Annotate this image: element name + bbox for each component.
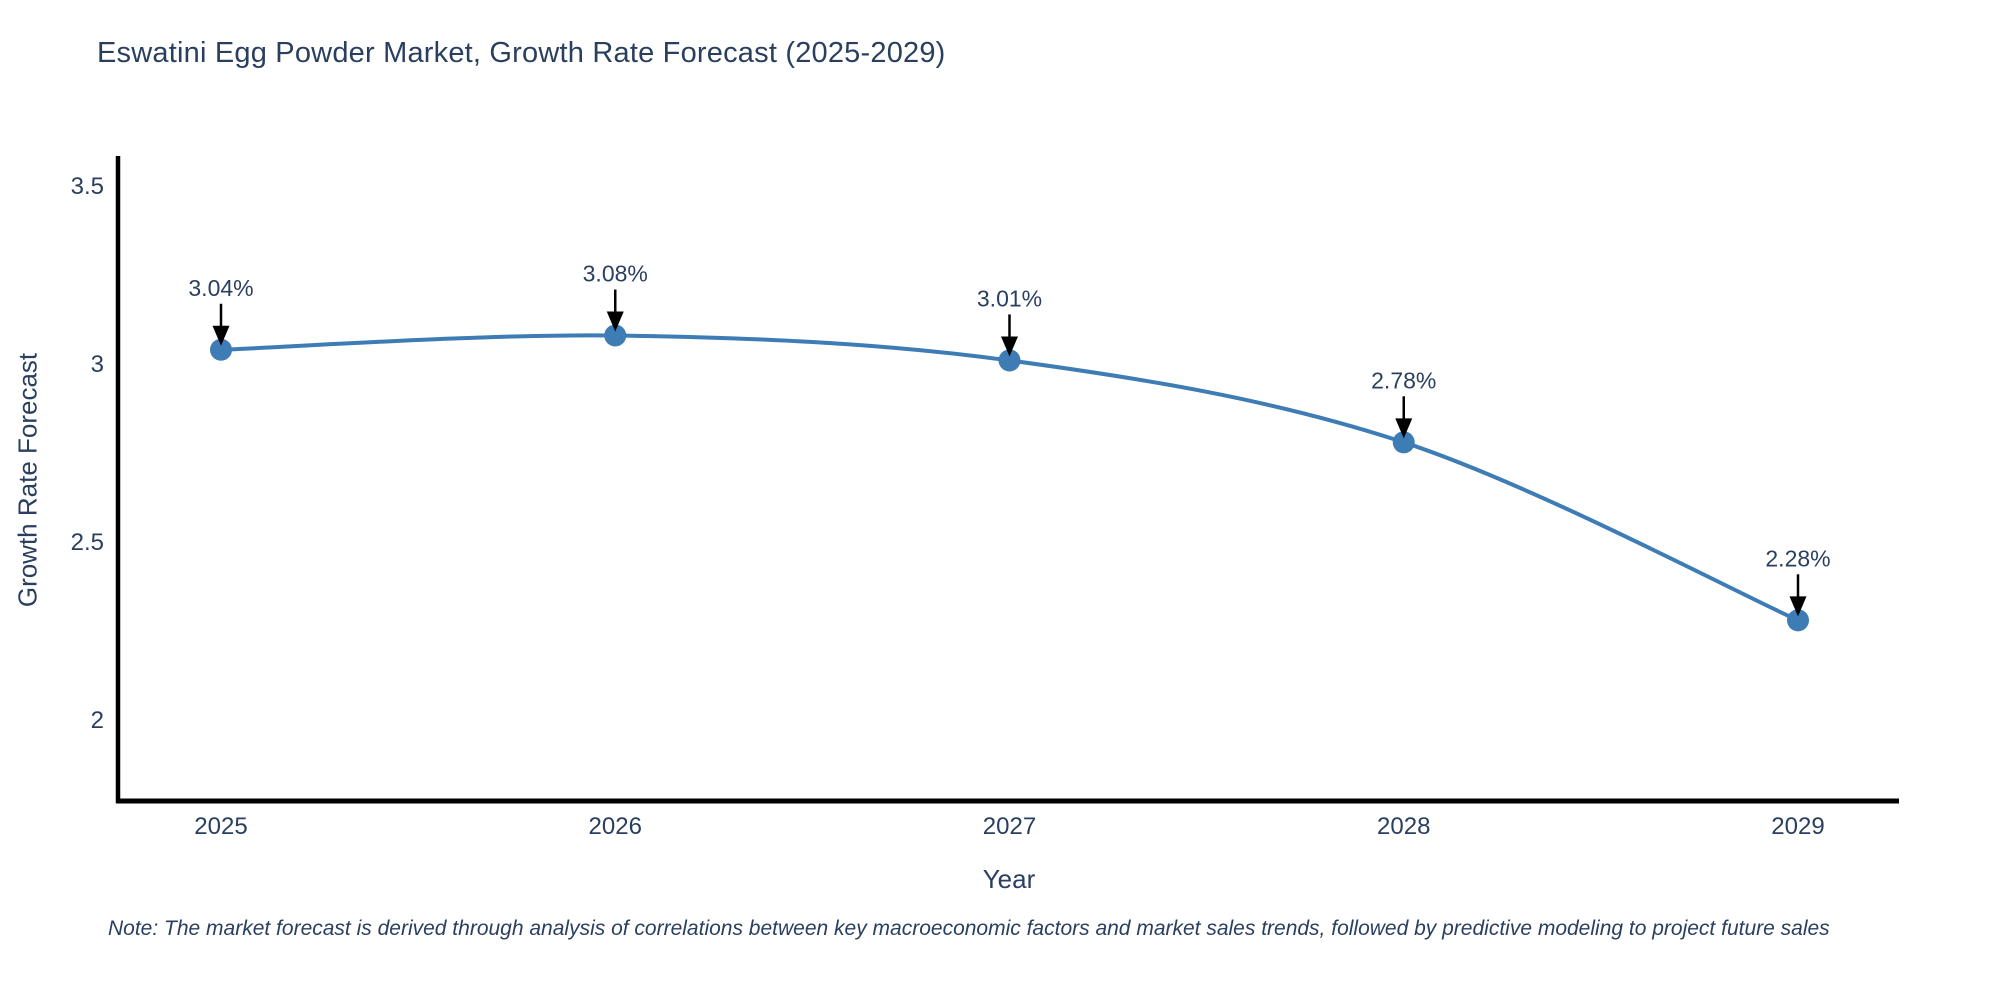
data-point-marker	[1392, 431, 1415, 454]
annotation-arrowhead	[1789, 596, 1807, 617]
annotation-label: 2.28%	[1765, 545, 1830, 571]
annotation-arrowhead	[212, 325, 230, 346]
footnote: Note: The market forecast is derived thr…	[108, 917, 1830, 940]
x-axis-title: Year	[982, 864, 1036, 894]
annotation-arrowhead	[1001, 336, 1018, 357]
annotation-label: 2.78%	[1371, 367, 1436, 393]
y-axis-title: Growth Rate Forecast	[12, 352, 43, 608]
annotation-label: 3.01%	[977, 285, 1042, 311]
annotation-label: 3.04%	[188, 275, 253, 301]
data-point-marker	[998, 349, 1021, 372]
data-point-marker	[1787, 609, 1809, 632]
y-tick-label: 3.5	[71, 173, 104, 200]
y-tick-label: 2	[91, 707, 104, 734]
chart-title: Eswatini Egg Powder Market, Growth Rate …	[97, 37, 946, 69]
x-tick-label: 2025	[194, 813, 247, 840]
data-point-marker	[604, 324, 627, 347]
x-tick-label: 2027	[983, 813, 1036, 840]
annotation-arrowhead	[1395, 418, 1413, 439]
y-tick-label: 2.5	[71, 529, 104, 556]
annotation-arrowhead	[606, 311, 624, 332]
x-tick-label: 2028	[1377, 813, 1430, 840]
annotation-label: 3.08%	[583, 261, 648, 287]
x-tick-label: 2029	[1771, 813, 1824, 840]
x-tick-label: 2026	[589, 813, 642, 840]
trend-line	[220, 333, 1799, 623]
data-point-marker	[210, 338, 232, 361]
y-tick-label: 3	[91, 351, 104, 378]
